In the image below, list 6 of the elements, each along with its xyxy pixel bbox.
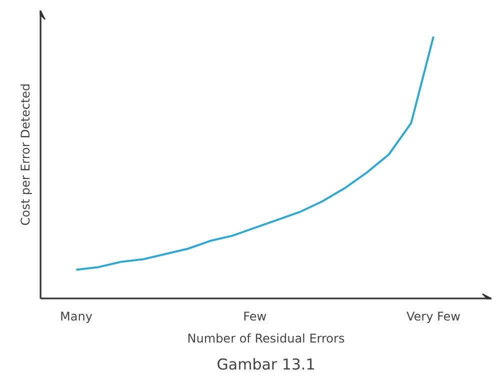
- x-tick-label: Few: [243, 310, 267, 324]
- y-axis-title: Cost per Error Detected: [18, 83, 32, 226]
- text: Gambar 13.1: [216, 356, 316, 374]
- x-tick-label: Many: [60, 310, 92, 324]
- x-axis-title: Number of Residual Errors: [187, 332, 345, 346]
- x-tick-label: Very Few: [406, 310, 461, 324]
